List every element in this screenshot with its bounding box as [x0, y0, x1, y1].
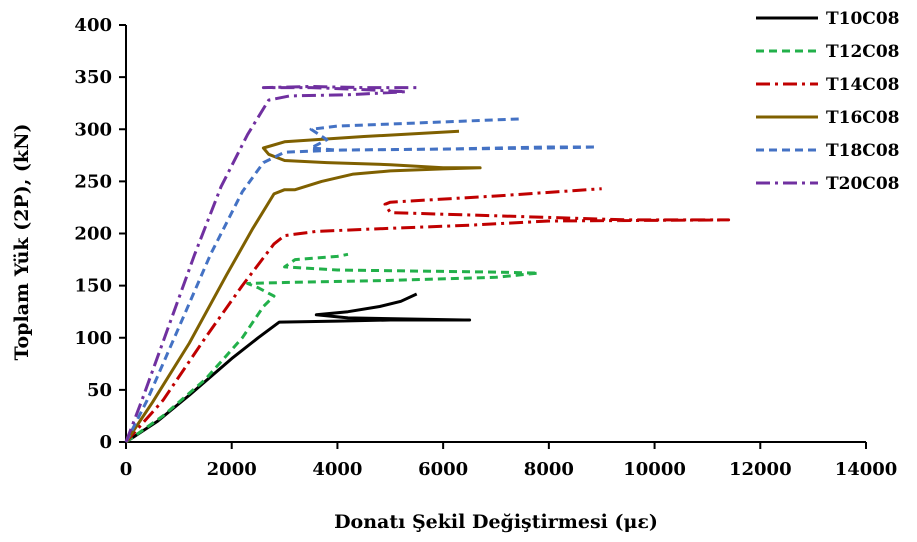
y-tick-label: 150	[74, 276, 112, 297]
legend-label: T20C08	[826, 174, 900, 194]
series-line-t20c08	[124, 85, 417, 443]
series-line-t16c08	[124, 129, 482, 443]
legend-label: T14C08	[826, 75, 900, 95]
y-tick-label: 300	[74, 119, 112, 140]
y-axis-label: Toplam Yük (2P), (kN)	[11, 124, 33, 361]
y-tick-label: 350	[74, 67, 112, 88]
series-line-t14c08	[124, 187, 731, 443]
x-tick-label: 6000	[418, 459, 468, 480]
x-tick-label: 10000	[623, 459, 686, 480]
axes	[125, 25, 866, 443]
legend-label: T18C08	[826, 141, 900, 161]
x-axis-ticks: 0 2000 4000 6000 8000 10000 12000 14000	[120, 442, 898, 480]
legend-label: T12C08	[826, 42, 900, 62]
series-line-t12c08	[125, 252, 540, 444]
x-tick-label: 0	[120, 459, 133, 480]
y-tick-label: 50	[87, 380, 112, 401]
series-line-t10c08	[125, 292, 472, 444]
x-tick-label: 14000	[835, 459, 898, 480]
series-line-t18c08	[124, 117, 598, 443]
y-tick-label: 0	[99, 432, 112, 453]
x-tick-label: 12000	[729, 459, 792, 480]
y-tick-label: 200	[74, 224, 112, 245]
series-lines	[124, 85, 731, 444]
x-tick-label: 2000	[207, 459, 257, 480]
x-axis-label: Donatı Şekil Değiştirmesi (με)	[334, 511, 658, 533]
y-tick-label: 100	[74, 328, 112, 349]
x-tick-label: 4000	[312, 459, 362, 480]
y-tick-label: 250	[74, 171, 112, 192]
y-tick-label: 400	[74, 15, 112, 36]
x-tick-label: 8000	[524, 459, 574, 480]
legend-label: T16C08	[826, 108, 900, 128]
legend: T10C08 T12C08 T14C08 T16C08 T18C08 T20C08	[756, 9, 900, 194]
legend-label: T10C08	[826, 9, 900, 29]
y-axis-ticks: 0 50 100 150 200 250 300 350 400	[74, 15, 126, 453]
